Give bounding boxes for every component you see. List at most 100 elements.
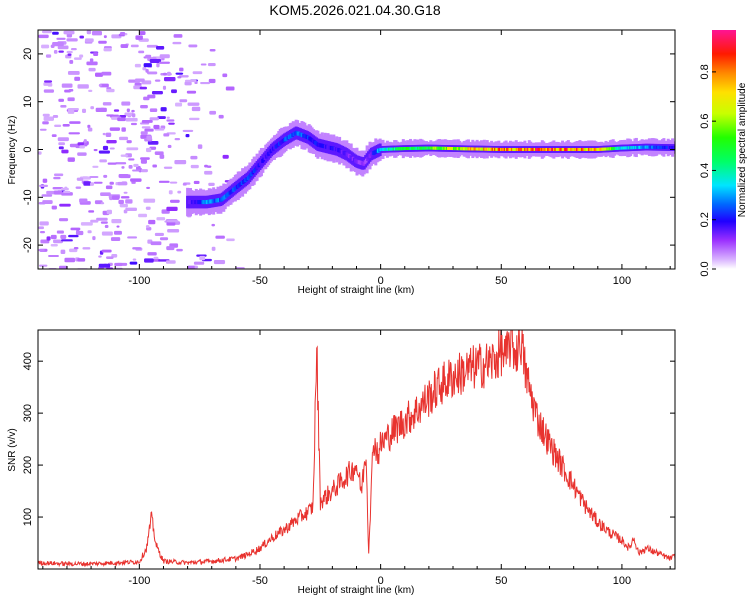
noise-speckle [75, 186, 82, 189]
noise-speckle [124, 112, 134, 117]
noise-speckle [109, 147, 115, 150]
noise-speckle [47, 82, 53, 87]
noise-speckle [67, 107, 79, 111]
noise-speckle [140, 131, 148, 135]
noise-speckle [67, 109, 75, 114]
noise-speckle [128, 158, 135, 161]
noise-speckle [57, 45, 69, 50]
noise-speckle [140, 105, 148, 109]
noise-speckle [158, 61, 170, 64]
noise-speckle [171, 89, 177, 94]
noise-speckle [199, 255, 206, 261]
noise-speckle [208, 78, 216, 84]
noise-speckle [67, 53, 72, 56]
noise-speckle [172, 41, 182, 45]
colorbar: 0.0 0.2 0.4 0.6 0.8 Normalized spectral ampl… [699, 30, 748, 277]
x-tick-label: 50 [495, 575, 507, 587]
noise-speckle [87, 124, 91, 129]
noise-speckle [141, 126, 151, 129]
noise-speckle [102, 102, 112, 106]
x-tick-label: 0 [378, 575, 384, 587]
noise-speckle [166, 221, 176, 226]
noise-speckle [192, 71, 203, 75]
noise-speckle [83, 181, 91, 186]
noise-speckle [218, 114, 224, 119]
noise-speckle [114, 262, 123, 267]
noise-speckle [101, 249, 112, 253]
noise-speckle [182, 183, 187, 186]
noise-speckle [67, 71, 80, 75]
noise-speckle [42, 113, 50, 117]
noise-speckle [130, 44, 139, 48]
noise-speckle [140, 159, 147, 164]
noise-speckle [185, 133, 190, 138]
noise-speckle [41, 194, 53, 197]
noise-speckle [98, 150, 110, 154]
noise-speckle [53, 50, 58, 54]
noise-speckle [99, 83, 109, 88]
noise-speckle [103, 35, 107, 39]
noise-speckle [139, 31, 146, 36]
noise-speckle [140, 157, 150, 160]
noise-speckle [135, 35, 143, 40]
noise-speckle [190, 155, 198, 160]
noise-speckle [162, 85, 167, 90]
noise-speckle [73, 57, 82, 60]
noise-speckle [200, 63, 207, 66]
noise-speckle [187, 265, 197, 269]
noise-speckle [91, 30, 102, 36]
noise-speckle [188, 44, 198, 48]
noise-speckle [174, 160, 187, 165]
noise-speckle [99, 159, 107, 163]
noise-speckle [102, 132, 106, 136]
noise-speckle [211, 223, 215, 227]
noise-speckle [42, 121, 49, 125]
noise-speckle [163, 166, 173, 169]
noise-speckle [166, 220, 179, 223]
noise-speckle [130, 122, 137, 126]
noise-speckle [79, 198, 88, 203]
noise-speckle [120, 196, 130, 199]
noise-speckle [148, 219, 156, 225]
noise-speckle [153, 256, 159, 260]
spectrogram-x-ticks: -100 -50 0 50 100 [42, 30, 671, 287]
noise-speckle [58, 142, 65, 146]
colorbar-tick-label: 0.6 [699, 114, 711, 129]
colorbar-tick-label: 0.8 [699, 64, 711, 79]
noise-speckle [136, 166, 141, 171]
noise-speckle [146, 135, 153, 140]
y-tick-label: 20 [22, 48, 34, 60]
noise-speckle [89, 58, 94, 62]
noise-speckle [163, 77, 176, 82]
noise-speckle [116, 225, 120, 228]
noise-speckle [167, 228, 180, 233]
noise-speckle [53, 239, 63, 244]
noise-speckle [88, 210, 95, 213]
noise-speckle [39, 231, 46, 234]
noise-speckle [225, 86, 235, 91]
noise-speckle [56, 230, 64, 234]
noise-speckle [106, 140, 117, 144]
noise-speckle [182, 129, 194, 132]
noise-speckle [146, 186, 151, 189]
noise-speckle [82, 108, 87, 113]
noise-speckle [106, 256, 114, 259]
noise-speckle [93, 52, 99, 57]
noise-speckle [145, 54, 152, 59]
noise-speckle [111, 195, 120, 200]
noise-speckle [190, 164, 199, 169]
x-tick-label: 100 [613, 275, 631, 287]
noise-speckle [82, 247, 91, 250]
noise-speckle [92, 236, 96, 241]
noise-speckle [63, 190, 71, 194]
noise-speckle [197, 144, 203, 149]
noise-speckle [73, 247, 79, 250]
snr-x-ticks: -100 -50 0 50 100 [42, 330, 671, 587]
ridge-core [672, 146, 675, 150]
noise-speckle [133, 163, 139, 167]
noise-speckle [60, 249, 66, 255]
noise-speckle [109, 181, 114, 185]
noise-speckle [146, 227, 152, 231]
noise-speckle [154, 79, 161, 82]
snr-series-line [38, 330, 675, 568]
